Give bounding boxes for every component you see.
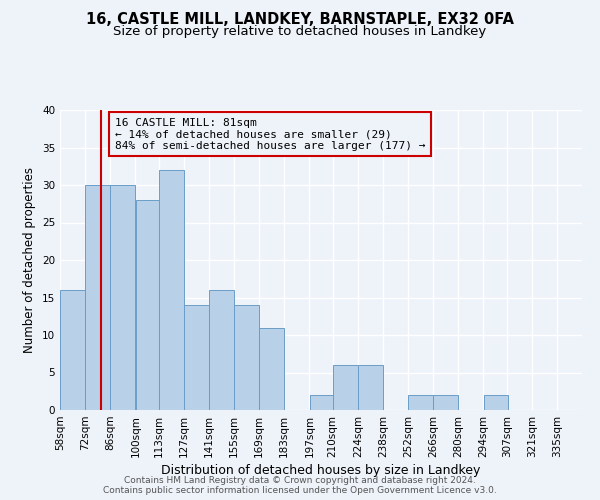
Text: Contains HM Land Registry data © Crown copyright and database right 2024.: Contains HM Land Registry data © Crown c… <box>124 476 476 485</box>
Bar <box>358 365 383 410</box>
Text: 16 CASTLE MILL: 81sqm
← 14% of detached houses are smaller (29)
84% of semi-deta: 16 CASTLE MILL: 81sqm ← 14% of detached … <box>115 118 425 150</box>
Bar <box>408 395 433 410</box>
Bar <box>159 170 184 410</box>
Bar <box>209 290 234 410</box>
Bar <box>110 185 135 410</box>
Y-axis label: Number of detached properties: Number of detached properties <box>23 167 37 353</box>
Bar <box>484 395 508 410</box>
X-axis label: Distribution of detached houses by size in Landkey: Distribution of detached houses by size … <box>161 464 481 477</box>
Text: Size of property relative to detached houses in Landkey: Size of property relative to detached ho… <box>113 25 487 38</box>
Bar <box>333 365 358 410</box>
Bar <box>136 200 160 410</box>
Bar <box>310 395 334 410</box>
Bar <box>433 395 458 410</box>
Bar <box>259 328 284 410</box>
Bar <box>60 290 85 410</box>
Bar <box>184 305 209 410</box>
Bar <box>85 185 110 410</box>
Text: Contains public sector information licensed under the Open Government Licence v3: Contains public sector information licen… <box>103 486 497 495</box>
Text: 16, CASTLE MILL, LANDKEY, BARNSTAPLE, EX32 0FA: 16, CASTLE MILL, LANDKEY, BARNSTAPLE, EX… <box>86 12 514 28</box>
Bar <box>234 305 259 410</box>
